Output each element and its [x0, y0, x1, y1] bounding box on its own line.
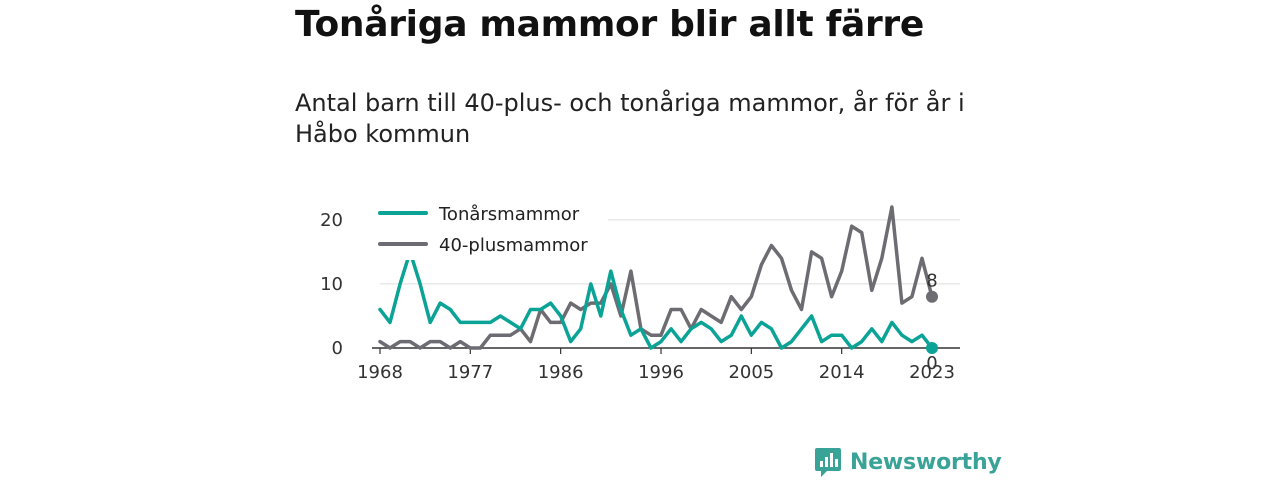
brand-name: Newsworthy — [850, 449, 1002, 475]
x-tick-label: 1968 — [357, 362, 403, 383]
chart-subtitle: Antal barn till 40-plus- och tonåriga ma… — [295, 89, 965, 148]
series-line-40-plusmammor — [378, 205, 934, 350]
y-tick-label: 10 — [320, 274, 343, 295]
legend: Tonårsmammor 40-plusmammor — [372, 198, 608, 260]
x-tick-label: 2023 — [909, 362, 955, 383]
axes: 0 10 20 1968 1977 1986 1996 2005 2014 2023 — [320, 210, 960, 383]
end-value-label: 0 — [926, 353, 937, 374]
x-tick-label: 1996 — [638, 362, 684, 383]
legend-background — [372, 198, 608, 260]
end-point-marker — [926, 290, 938, 303]
legend-label: Tonårsmammor — [438, 204, 580, 225]
chart-title: Tonåriga mammor blir allt färre — [295, 4, 924, 45]
newsworthy-logo-icon — [815, 448, 841, 477]
y-tick-label: 0 — [332, 338, 343, 359]
x-tick-label: 1986 — [538, 362, 584, 383]
x-tick-label: 2005 — [728, 362, 774, 383]
newsworthy-brand: Newsworthy — [814, 446, 1002, 478]
x-tick-label: 2014 — [819, 362, 865, 383]
end-point-marker — [926, 342, 938, 354]
y-tick-label: 20 — [320, 210, 343, 231]
end-value-label: 8 — [926, 271, 937, 292]
legend-label: 40-plusmammor — [439, 235, 588, 256]
series-lines: 08 — [378, 205, 938, 374]
x-tick-label: 1977 — [447, 362, 493, 383]
series-line-tonarsmammor — [378, 250, 934, 350]
